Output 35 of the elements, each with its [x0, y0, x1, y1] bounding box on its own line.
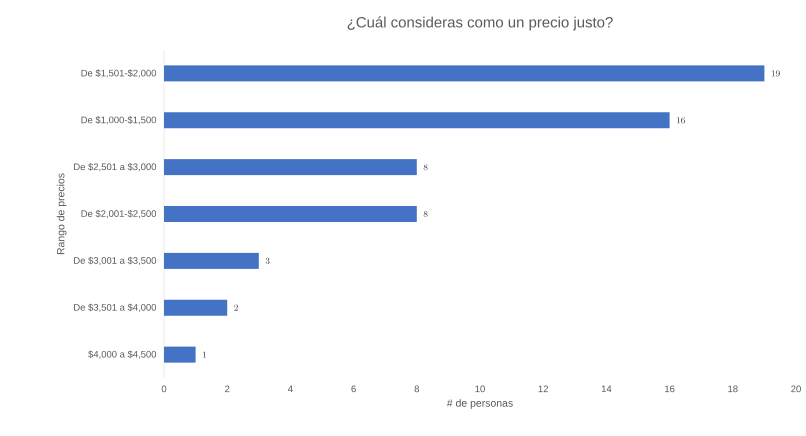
x-tick-label: 10 [475, 386, 485, 392]
data-label: 1 [202, 351, 206, 358]
x-tick-label: 8 [414, 386, 420, 392]
data-label: 2 [234, 304, 238, 311]
bar [164, 206, 417, 222]
x-tick-label: 12 [538, 386, 548, 392]
chart-title: ¿Cuál consideras como un precio justo? [348, 16, 613, 30]
y-tick-label: De $1,501-$2,000 [81, 69, 156, 78]
data-label: 16 [676, 117, 685, 124]
y-tick-label: De $2,001-$2,500 [81, 210, 156, 218]
x-tick-label: 2 [225, 386, 230, 392]
data-label: 19 [772, 70, 780, 77]
data-label: 8 [424, 164, 428, 170]
y-axis-title: Rango de precios [56, 173, 66, 254]
bar [164, 300, 228, 316]
y-tick-label: $4,000 a $4,500 [88, 350, 156, 359]
bar [164, 159, 417, 176]
x-axis-title: # de personas [446, 399, 513, 409]
bar [164, 252, 259, 269]
bar [164, 112, 670, 128]
bar [164, 65, 764, 82]
x-tick-label: 16 [665, 386, 674, 392]
x-tick-label: 18 [728, 386, 738, 392]
x-tick-label: 20 [791, 386, 801, 392]
x-tick-label: 0 [162, 386, 166, 392]
data-label: 3 [266, 258, 270, 264]
y-tick-label: De $3,001 a $3,500 [74, 256, 156, 265]
x-tick-label: 6 [351, 386, 356, 392]
x-tick-label: 4 [288, 386, 293, 392]
y-tick-label: De $2,501 a $3,000 [74, 163, 156, 172]
y-tick-label: De $1,000-$1,500 [81, 116, 156, 124]
y-tick-label: De $3,501 a $4,000 [74, 304, 156, 312]
x-tick-label: 14 [602, 386, 612, 392]
data-label: 8 [424, 210, 428, 218]
bar [164, 346, 196, 363]
